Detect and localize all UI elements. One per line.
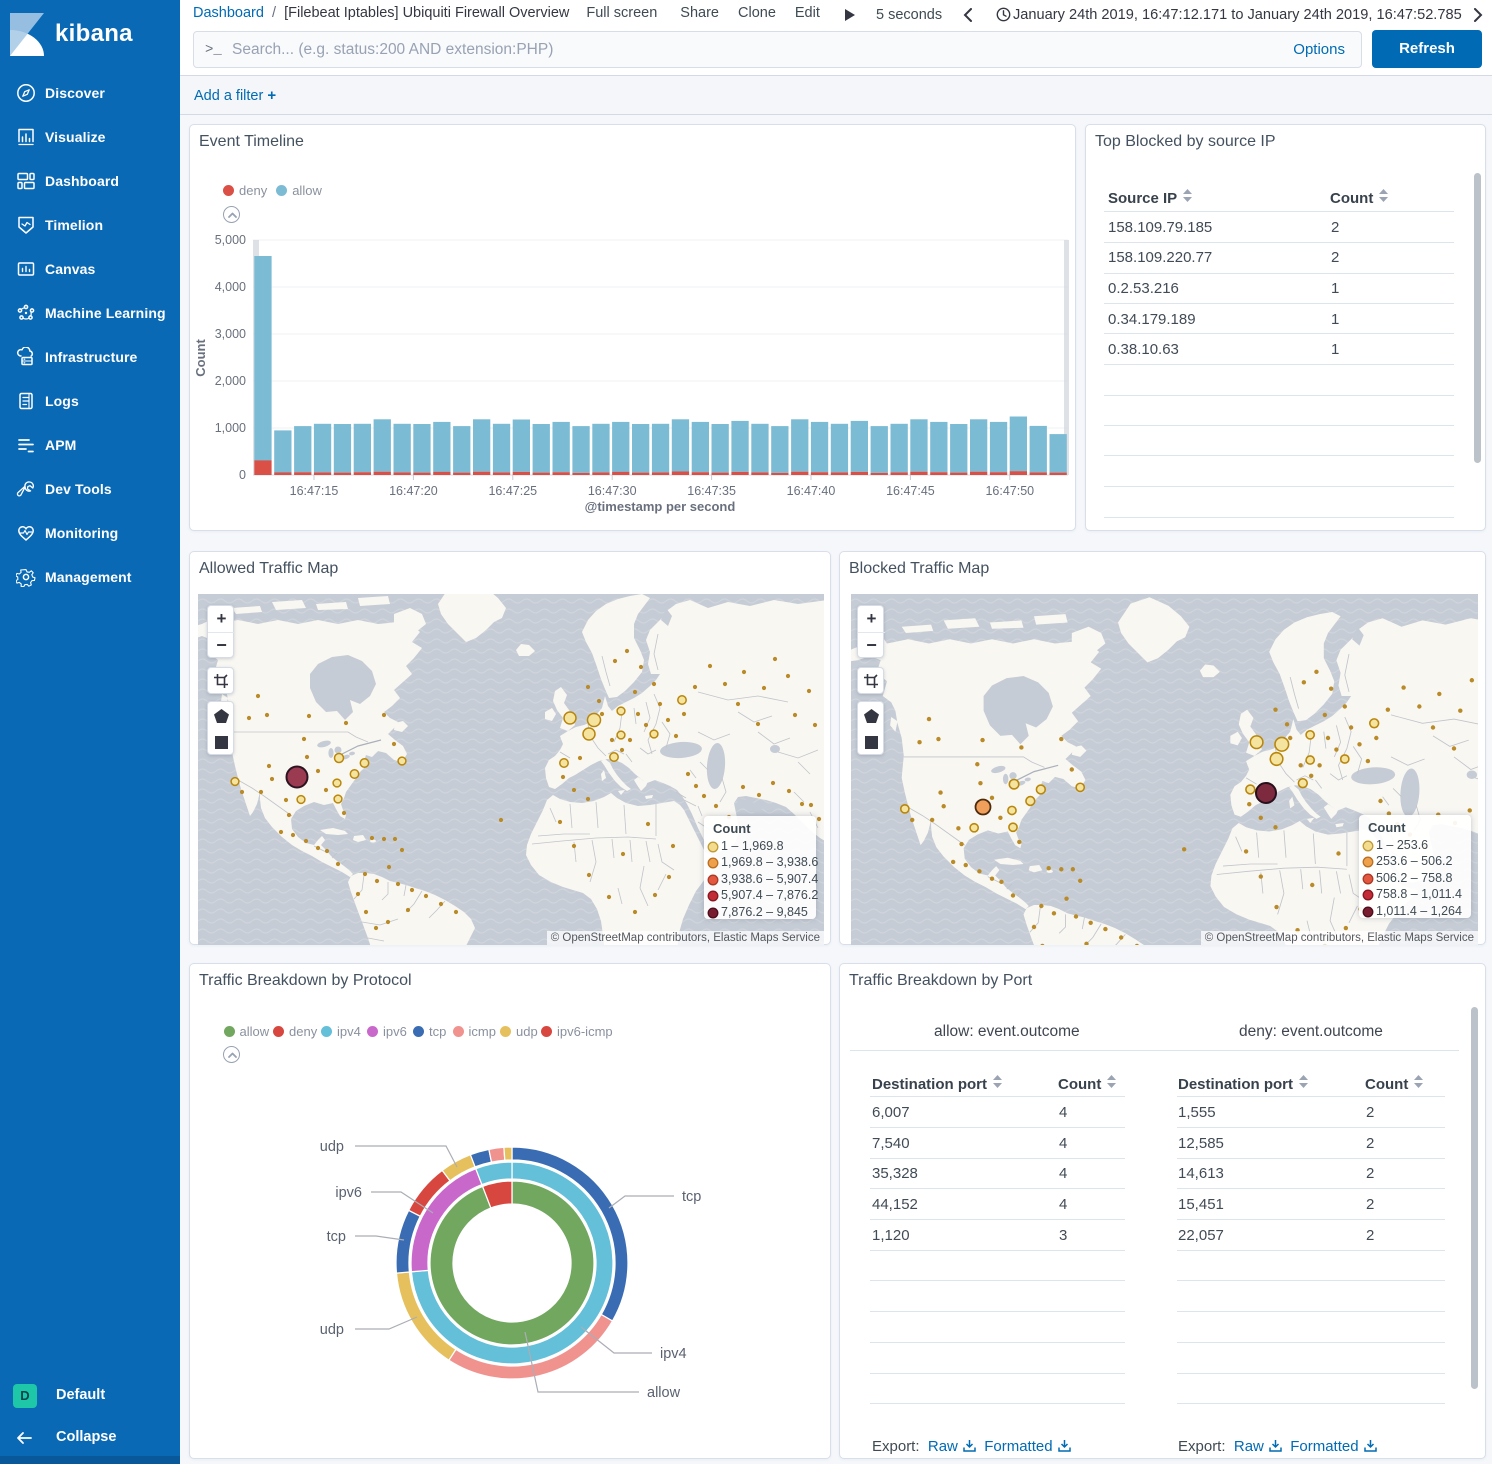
svg-text:0: 0 bbox=[239, 468, 246, 482]
svg-text:16:47:35: 16:47:35 bbox=[687, 484, 736, 498]
svg-text:4,000: 4,000 bbox=[215, 280, 246, 294]
svg-text:16:47:30: 16:47:30 bbox=[588, 484, 637, 498]
svg-text:2,000: 2,000 bbox=[215, 374, 246, 388]
svg-text:16:47:25: 16:47:25 bbox=[488, 484, 537, 498]
svg-text:@timestamp per second: @timestamp per second bbox=[585, 499, 736, 514]
svg-text:3,000: 3,000 bbox=[215, 327, 246, 341]
svg-text:udp: udp bbox=[320, 1322, 344, 1338]
svg-text:1,000: 1,000 bbox=[215, 421, 246, 435]
svg-text:16:47:40: 16:47:40 bbox=[787, 484, 836, 498]
svg-text:ipv4: ipv4 bbox=[660, 1346, 687, 1362]
svg-text:16:47:15: 16:47:15 bbox=[290, 484, 339, 498]
svg-text:tcp: tcp bbox=[327, 1229, 346, 1245]
svg-text:5,000: 5,000 bbox=[215, 233, 246, 247]
svg-text:16:47:45: 16:47:45 bbox=[886, 484, 935, 498]
svg-text:Count: Count bbox=[193, 339, 208, 377]
svg-text:tcp: tcp bbox=[682, 1189, 701, 1205]
svg-text:16:47:20: 16:47:20 bbox=[389, 484, 438, 498]
svg-text:16:47:50: 16:47:50 bbox=[985, 484, 1034, 498]
svg-text:ipv6: ipv6 bbox=[335, 1185, 362, 1201]
svg-text:allow: allow bbox=[647, 1385, 681, 1401]
svg-text:udp: udp bbox=[320, 1139, 344, 1155]
